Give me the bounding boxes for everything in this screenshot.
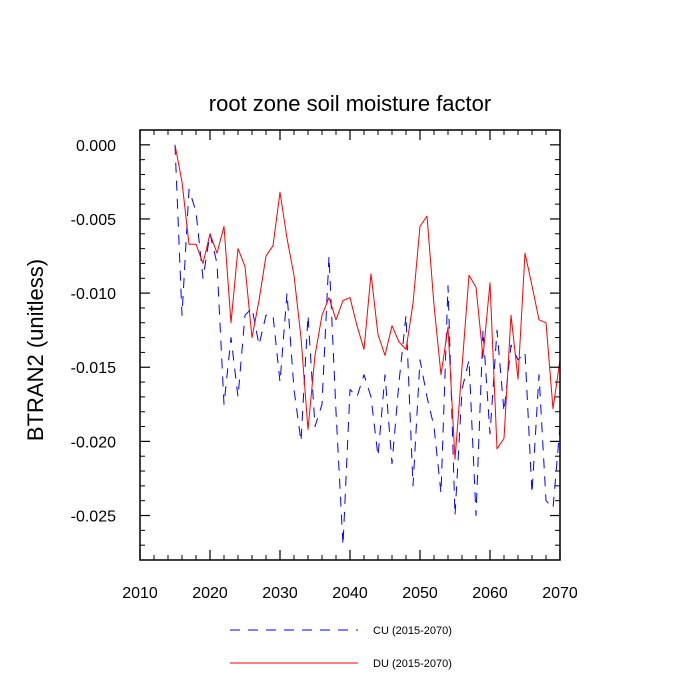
x-tick-label: 2040 [332, 585, 368, 602]
x-tick-label: 2060 [472, 585, 508, 602]
y-tick-label: -0.025 [71, 509, 116, 526]
y-tick-label: -0.005 [71, 212, 116, 229]
x-tick-label: 2010 [122, 585, 158, 602]
y-tick-label: 0.000 [76, 138, 116, 155]
series-line-du [174, 144, 561, 460]
x-tick-label: 2020 [192, 585, 228, 602]
legend: CU (2015-2070) DU (2015-2070) [230, 625, 452, 670]
y-tick-label: -0.020 [71, 434, 116, 451]
series-layer [174, 144, 561, 546]
plot-frame [139, 129, 561, 561]
x-tick-label: 2030 [262, 585, 298, 602]
legend-label-cu: CU (2015-2070) [373, 625, 452, 637]
y-tick-label: -0.010 [71, 286, 116, 303]
series-line-cu [174, 144, 561, 546]
y-tick-label: -0.015 [71, 360, 116, 377]
chart-title: root zone soil moisture factor [209, 91, 491, 116]
x-tick-label: 2050 [402, 585, 438, 602]
ticks-layer: 2010 2020 2030 2040 2050 2060 2070 0.000 -0.005 -… [71, 129, 578, 602]
y-axis-label: BTRAN2 (unitless) [23, 259, 48, 441]
x-tick-label: 2070 [542, 585, 578, 602]
legend-label-du: DU (2015-2070) [373, 658, 452, 670]
